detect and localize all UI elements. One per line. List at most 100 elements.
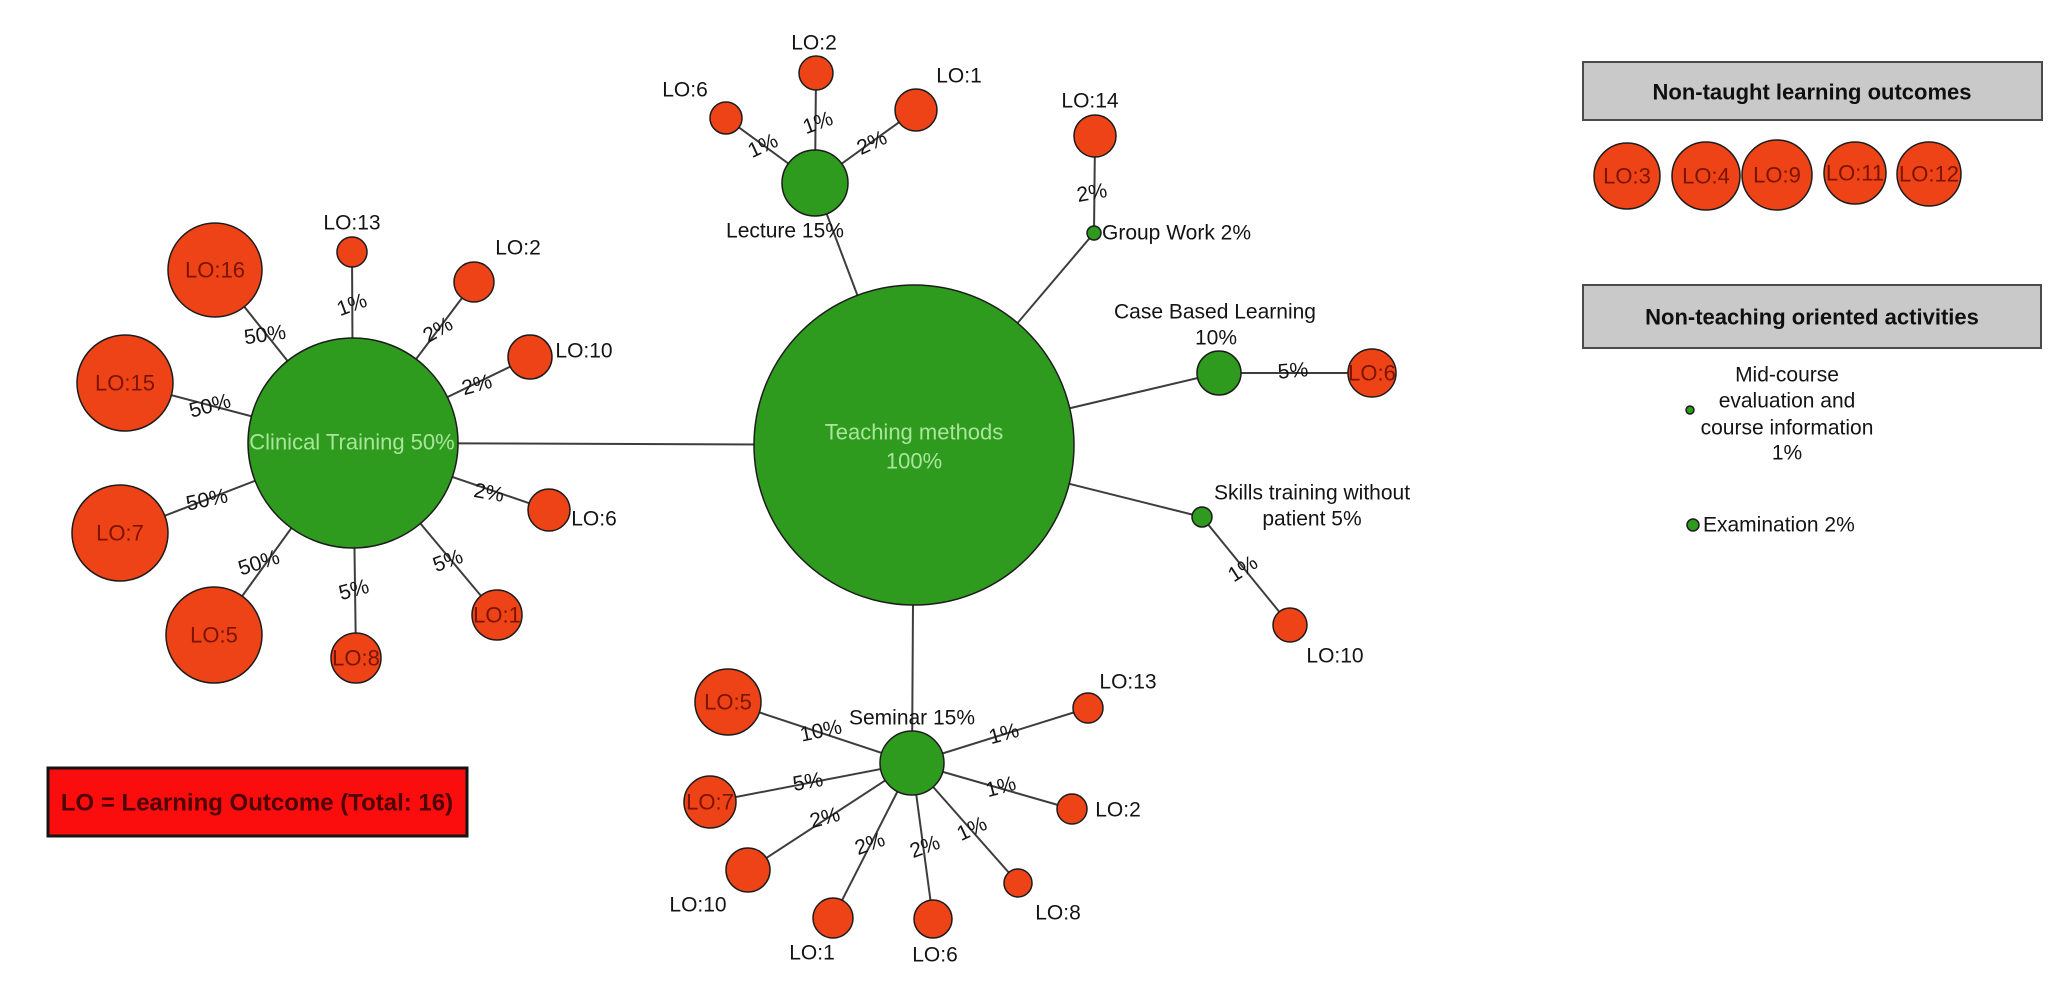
nodes xyxy=(71,55,1397,939)
legend-lo4-bubble xyxy=(1671,141,1741,211)
clinical-lo13-pct: 1% xyxy=(334,289,370,321)
midcourse-label-line4: 1% xyxy=(1772,442,1802,465)
clinical-lo15-pct: 50% xyxy=(187,389,234,422)
clinical-lo16-pct: 50% xyxy=(243,321,288,350)
case-based-label-line2: 10% xyxy=(1195,327,1237,350)
midcourse-label-line2: evaluation and xyxy=(1719,390,1856,413)
skills-label-line1: Skills training without xyxy=(1214,482,1410,505)
seminar-lo13-pct: 1% xyxy=(986,719,1021,749)
clinical-lo5-bubble xyxy=(165,586,263,684)
skills-label-line2: patient 5% xyxy=(1262,508,1361,531)
seminar-lo7-pct: 5% xyxy=(791,768,825,796)
lecture-lo6-bubble xyxy=(709,101,743,135)
group-work-node xyxy=(1086,225,1102,241)
case-based-label-line1: Case Based Learning xyxy=(1114,301,1316,324)
legend-lo11-label: LO:11 xyxy=(1826,161,1884,186)
groupwork-lo14-bubble xyxy=(1073,114,1117,158)
clinical-lo15-label: LO:15 xyxy=(95,371,155,396)
teaching-methods-node xyxy=(753,284,1075,606)
clinical-lo10-label: LO:10 xyxy=(555,340,612,363)
clinical-lo7-label: LO:7 xyxy=(96,521,144,546)
legend-lo12-label: LO:12 xyxy=(1899,162,1959,187)
seminar-lo5-bubble xyxy=(694,668,762,736)
seminar-lo1-label: LO:1 xyxy=(789,942,835,965)
groupwork-lo14-pct: 2% xyxy=(1075,179,1109,207)
lecture-lo2-pct: 1% xyxy=(800,107,836,139)
clinical-lo2-pct: 2% xyxy=(419,312,457,347)
lecture-lo6-pct: 1% xyxy=(744,129,781,163)
clinical-lo13-label: LO:13 xyxy=(323,212,380,235)
lecture-lo1-bubble xyxy=(894,88,938,132)
casebased-lo6-bubble xyxy=(1347,348,1397,398)
skills-lo10-bubble xyxy=(1272,607,1308,643)
clinical-lo15-bubble xyxy=(76,334,174,432)
teaching-methods-label-line2: 100% xyxy=(886,449,942,474)
clinical-lo6-label: LO:6 xyxy=(571,508,617,531)
seminar-lo6-label: LO:6 xyxy=(912,944,958,967)
midcourse-label-line3: course information xyxy=(1701,417,1874,440)
casebased-lo6-label: LO:6 xyxy=(1348,361,1396,386)
legend-lo3-label: LO:3 xyxy=(1603,164,1651,189)
clinical-lo5-pct: 50% xyxy=(235,546,282,581)
examination-label: Examination 2% xyxy=(1703,514,1855,537)
groupwork-lo14-label: LO:14 xyxy=(1061,90,1119,113)
legend-lo9-bubble xyxy=(1741,139,1813,211)
clinical-lo5-label: LO:5 xyxy=(190,623,238,648)
seminar-lo10-pct: 2% xyxy=(807,803,842,833)
seminar-lo1-bubble xyxy=(812,897,854,939)
seminar-lo8-bubble xyxy=(1003,868,1033,898)
clinical-lo13-bubble xyxy=(336,236,368,268)
legend-non-taught-title: Non-taught learning outcomes xyxy=(1653,80,1972,105)
legend-lo4-label: LO:4 xyxy=(1682,164,1730,189)
legend-non-taught-box xyxy=(1582,61,2043,121)
seminar-lo2-pct: 1% xyxy=(983,772,1018,802)
skills-training-node xyxy=(1191,506,1213,528)
clinical-lo7-bubble xyxy=(71,484,169,582)
clinical-lo2-label: LO:2 xyxy=(495,237,541,260)
seminar-lo2-bubble xyxy=(1056,793,1088,825)
seminar-lo7-bubble xyxy=(683,775,737,829)
labels: Teaching methods 100% Clinical Training … xyxy=(95,32,1410,967)
seminar-lo13-label: LO:13 xyxy=(1099,671,1156,694)
clinical-lo1-bubble xyxy=(471,589,523,641)
case-based-learning-node xyxy=(1196,350,1242,396)
clinical-lo10-bubble xyxy=(507,334,553,380)
seminar-lo8-label: LO:8 xyxy=(1035,902,1081,925)
lecture-lo2-bubble xyxy=(798,55,834,91)
skills-lo10-pct: 1% xyxy=(1224,551,1262,587)
clinical-lo7-pct: 50% xyxy=(184,484,230,515)
legend-non-teaching-box xyxy=(1582,284,2042,349)
note: LO = Learning Outcome (Total: 16) xyxy=(46,766,469,838)
clinical-lo8-pct: 5% xyxy=(336,575,371,605)
legend-non-teaching-title: Non-teaching oriented activities xyxy=(1645,305,1979,330)
clinical-lo10-pct: 2% xyxy=(459,370,494,400)
edge-skills-lo10 xyxy=(1201,516,1291,626)
note-text: LO = Learning Outcome (Total: 16) xyxy=(61,790,453,817)
examination-dot xyxy=(1686,518,1700,532)
seminar-lo13-bubble xyxy=(1072,692,1104,724)
midcourse-label-line1: Mid-course xyxy=(1735,364,1839,387)
clinical-lo8-bubble xyxy=(330,632,382,684)
clinical-lo2-bubble xyxy=(453,261,495,303)
seminar-node xyxy=(879,730,945,796)
legend-lo9-label: LO:9 xyxy=(1753,163,1801,188)
clinical-lo8-label: LO:8 xyxy=(332,646,380,671)
skills-lo10-label: LO:10 xyxy=(1306,645,1363,668)
clinical-lo16-label: LO:16 xyxy=(185,258,245,283)
clinical-lo6-pct: 2% xyxy=(472,479,506,507)
seminar-lo6-bubble xyxy=(913,899,953,939)
clinical-lo16-bubble xyxy=(167,222,263,318)
group-work-label: Group Work 2% xyxy=(1102,222,1251,245)
seminar-lo1-pct: 2% xyxy=(852,828,888,860)
note-box xyxy=(46,766,469,838)
legend-lo3-bubble xyxy=(1593,142,1661,210)
casebased-lo6-pct: 5% xyxy=(1277,358,1309,384)
clinical-lo1-label: LO:1 xyxy=(473,603,521,628)
legend-lo12-bubble xyxy=(1896,141,1962,207)
clinical-lo6-bubble xyxy=(527,488,571,532)
lecture-lo2-label: LO:2 xyxy=(791,32,837,55)
seminar-lo10-label: LO:10 xyxy=(669,894,726,917)
lecture-lo6-label: LO:6 xyxy=(662,79,708,102)
